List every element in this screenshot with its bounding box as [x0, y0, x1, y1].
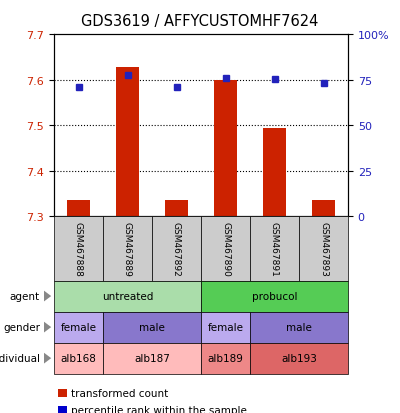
Text: alb168: alb168: [60, 353, 96, 363]
Bar: [116, 68, 138, 217]
Bar: [68, 201, 90, 217]
Text: individual: individual: [0, 353, 40, 363]
Text: untreated: untreated: [102, 291, 153, 301]
Text: GSM467890: GSM467890: [221, 221, 230, 276]
Bar: [166, 201, 188, 217]
Text: male: male: [139, 322, 165, 332]
Text: transformed count: transformed count: [71, 388, 168, 398]
Bar: [214, 81, 236, 217]
Text: gender: gender: [3, 322, 40, 332]
Text: probucol: probucol: [252, 291, 297, 301]
Text: alb189: alb189: [208, 353, 244, 363]
Bar: [264, 128, 286, 217]
Text: GSM467893: GSM467893: [319, 221, 328, 276]
Bar: [312, 201, 334, 217]
Text: alb187: alb187: [134, 353, 170, 363]
Text: male: male: [286, 322, 312, 332]
Text: female: female: [60, 322, 96, 332]
Text: GSM467891: GSM467891: [270, 221, 279, 276]
Text: percentile rank within the sample: percentile rank within the sample: [71, 405, 247, 413]
Text: GDS3619 / AFFYCUSTOMHF7624: GDS3619 / AFFYCUSTOMHF7624: [81, 14, 319, 29]
Text: GSM467889: GSM467889: [123, 221, 132, 276]
Text: GSM467892: GSM467892: [172, 221, 181, 276]
Text: agent: agent: [10, 291, 40, 301]
Text: alb193: alb193: [281, 353, 317, 363]
Text: GSM467888: GSM467888: [74, 221, 83, 276]
Text: female: female: [208, 322, 244, 332]
